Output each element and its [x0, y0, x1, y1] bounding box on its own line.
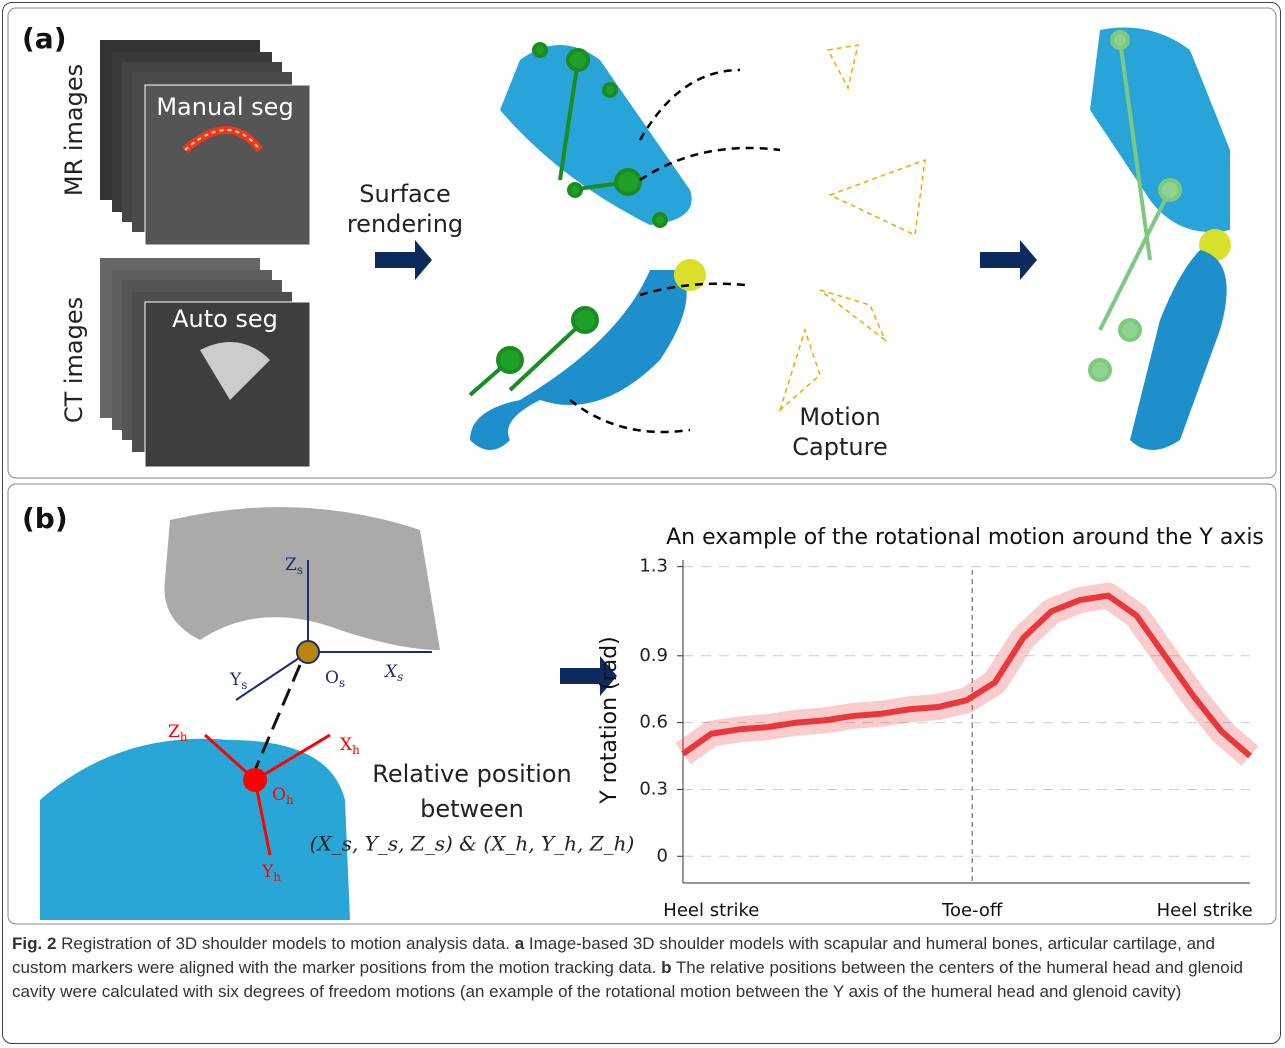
x-annotation: Toe-off: [941, 900, 1003, 921]
caption-text: b: [661, 958, 671, 977]
label: Manual seg: [156, 93, 293, 121]
label: Auto seg: [172, 305, 278, 333]
chart-title: An example of the rotational motion arou…: [666, 525, 1264, 550]
axis-title: MR images: [60, 64, 88, 196]
caption-text: Registration of 3D shoulder models to mo…: [56, 934, 514, 953]
y-tick-label: 0: [657, 845, 668, 866]
figure-number: Fig. 2: [12, 934, 56, 953]
x-annotation: Heel strike: [663, 900, 759, 921]
y-tick-label: 0.3: [639, 778, 668, 799]
mr-stack: [100, 40, 310, 245]
y-tick-label: 0.6: [639, 712, 668, 733]
y-tick-label: 1.3: [639, 556, 668, 577]
label: Motion: [799, 403, 880, 431]
label: between: [420, 795, 524, 823]
figure: (a) (b) MR images CT images Manual seg A…: [0, 0, 1285, 930]
ct-stack: [100, 258, 310, 467]
y-axis-title: Y rotation (rad): [597, 636, 622, 804]
panel-label: (a): [22, 22, 67, 55]
y-tick-label: 0.9: [639, 645, 668, 666]
label: Surface: [359, 180, 450, 208]
panel-label: (b): [22, 502, 68, 535]
label: rendering: [347, 210, 463, 238]
caption-text: a: [515, 934, 524, 953]
axis-title: CT images: [60, 297, 88, 423]
caption: Fig. 2 Registration of 3D shoulder model…: [12, 932, 1267, 1004]
x-annotation: Heel strike: [1157, 900, 1253, 921]
label: Capture: [792, 433, 887, 461]
label: (X_s, Y_s, Z_s) & (X_h, Y_h, Z_h): [310, 832, 635, 856]
label: Relative position: [372, 760, 571, 788]
